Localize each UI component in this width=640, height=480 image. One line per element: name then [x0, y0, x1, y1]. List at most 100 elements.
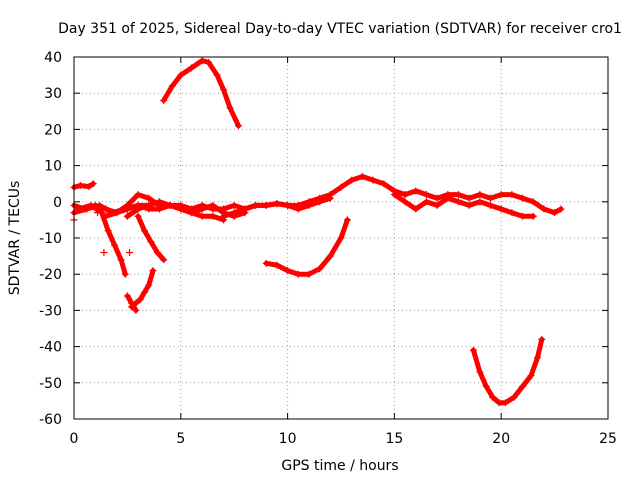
series-line: [470, 336, 545, 406]
data-point: [76, 182, 84, 190]
data-point: [252, 201, 260, 209]
data-point: [102, 212, 110, 220]
series-arc-i: [123, 292, 140, 314]
data-point: [390, 191, 398, 199]
data-point: [187, 64, 195, 72]
data-point: [305, 201, 313, 209]
data-point: [401, 191, 409, 199]
data-point: [284, 267, 292, 275]
data-point: [497, 191, 505, 199]
data-point: [482, 382, 490, 390]
data-point: [454, 198, 462, 206]
x-tick-label: 10: [279, 431, 297, 447]
data-point: [326, 194, 334, 202]
data-point: [294, 270, 302, 278]
x-tick-label: 25: [599, 431, 617, 447]
data-point: [422, 198, 430, 206]
data-point: [497, 205, 505, 213]
data-point: [104, 227, 112, 235]
y-tick-label: -10: [39, 231, 62, 247]
data-point: [160, 256, 168, 264]
data-point: [422, 191, 430, 199]
data-point: [140, 288, 148, 296]
data-point: [476, 198, 484, 206]
data-point: [136, 296, 144, 304]
data-point: [337, 183, 345, 191]
data-point: [126, 248, 134, 256]
data-point: [166, 201, 174, 209]
data-point: [412, 187, 420, 195]
data-point: [284, 201, 292, 209]
y-tick-label: 20: [44, 122, 62, 138]
series-arc-m: [220, 194, 334, 220]
data-point: [529, 198, 537, 206]
data-point: [149, 267, 157, 275]
data-point: [134, 191, 142, 199]
data-point: [128, 299, 136, 307]
series-line: [129, 268, 156, 310]
data-point: [153, 248, 161, 256]
data-point: [294, 205, 302, 213]
data-point: [93, 209, 101, 217]
data-point: [113, 209, 121, 217]
data-point: [519, 382, 527, 390]
data-point: [273, 200, 281, 208]
data-point: [476, 191, 484, 199]
series-arc-k: [262, 216, 351, 278]
data-point: [510, 393, 518, 401]
y-tick-label: -60: [39, 412, 62, 428]
data-point: [465, 201, 473, 209]
data-point: [198, 205, 206, 213]
series-arc-j: [160, 57, 242, 130]
y-tick-label: 40: [44, 50, 62, 66]
data-point: [145, 281, 153, 289]
data-point: [177, 205, 185, 213]
data-point: [155, 198, 163, 206]
data-point: [140, 227, 148, 235]
data-point: [220, 86, 228, 94]
data-point: [117, 256, 125, 264]
data-point: [132, 306, 140, 314]
data-point: [527, 372, 535, 380]
data-point: [557, 205, 565, 213]
data-point: [145, 194, 153, 202]
data-point: [168, 82, 176, 90]
data-point: [262, 201, 270, 209]
data-point: [123, 292, 131, 300]
y-tick-label: -30: [39, 303, 62, 319]
data-point: [262, 259, 270, 267]
data-point: [465, 194, 473, 202]
data-point: [230, 201, 238, 209]
data-point: [343, 216, 351, 224]
data-point: [348, 176, 356, 184]
data-point: [444, 194, 452, 202]
data-point: [519, 212, 527, 220]
y-tick-label: -20: [39, 267, 62, 283]
data-point: [177, 71, 185, 79]
data-point: [145, 201, 153, 209]
data-point: [134, 212, 142, 220]
data-point: [121, 270, 129, 278]
chart-title: Day 351 of 2025, Sidereal Day-to-day VTE…: [58, 21, 622, 37]
data-point: [241, 205, 249, 213]
data-point: [230, 209, 238, 217]
data-point: [326, 252, 334, 260]
data-point: [273, 261, 281, 269]
series-arc-d: [74, 201, 129, 278]
data-point: [198, 212, 206, 220]
y-tick-label: 10: [44, 159, 62, 175]
data-point: [501, 399, 509, 407]
x-tick-label: 5: [176, 431, 185, 447]
series-line: [263, 217, 350, 277]
series-line: [124, 199, 226, 223]
data-point: [508, 209, 516, 217]
x-tick-label: 15: [385, 431, 403, 447]
data-point: [358, 172, 366, 180]
data-point: [213, 71, 221, 79]
series-arc-l: [469, 335, 546, 407]
series-line: [135, 213, 167, 263]
series-arc-g: [134, 212, 168, 264]
grid: [74, 57, 608, 419]
data-point: [160, 96, 168, 104]
axes-ticks: 0 5 10 15 20 25 40 30 20 10 0 -10 -20 -30 -40 -50 -60: [39, 50, 617, 447]
